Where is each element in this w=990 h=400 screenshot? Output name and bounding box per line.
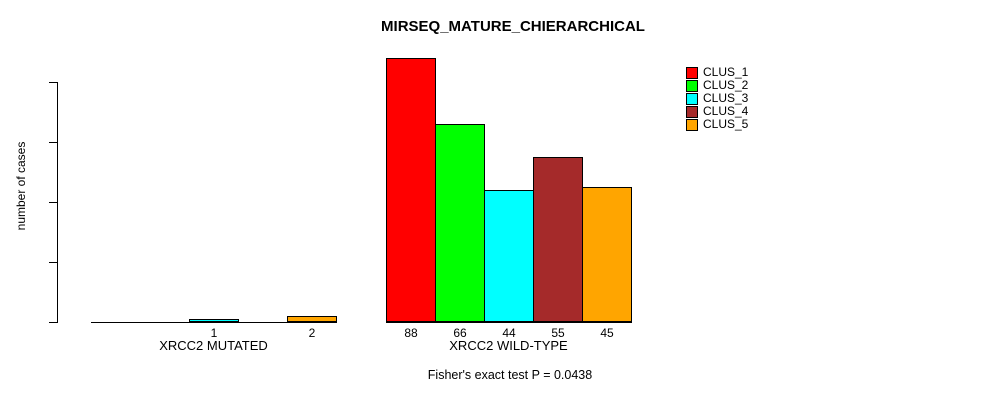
legend-swatch-clus_1: [686, 67, 698, 79]
legend-label: CLUS_2: [703, 78, 749, 92]
annotation-text: Fisher's exact test P = 0.0438: [427, 368, 593, 382]
x-axis-baseline: [386, 322, 632, 323]
legend-swatch-clus_3: [686, 93, 698, 105]
legend-swatch-clus_5: [686, 119, 698, 131]
y-tick-mark: [49, 262, 57, 263]
legend-swatch-clus_4: [686, 106, 698, 118]
y-tick-mark: [49, 322, 57, 323]
bar-clus_1: [386, 58, 436, 322]
legend-label: CLUS_3: [703, 91, 749, 105]
group-label: XRCC2 MUTATED: [159, 338, 268, 353]
legend-swatch-clus_2: [686, 80, 698, 92]
bar-value-label: 44: [502, 326, 516, 340]
bar-value-label: 66: [453, 326, 467, 340]
bar-value-label: 88: [404, 326, 418, 340]
bar-value-label: 2: [308, 326, 316, 340]
bar-value-label: 55: [551, 326, 565, 340]
group-label: XRCC2 WILD-TYPE: [449, 338, 568, 353]
bar-value-label: 45: [600, 326, 614, 340]
legend-label: CLUS_4: [703, 104, 749, 118]
y-tick-mark: [49, 142, 57, 143]
bar-clus_2: [435, 124, 485, 322]
legend-label: CLUS_5: [703, 117, 749, 131]
chart-title: MIRSEQ_MATURE_CHIERARCHICAL: [381, 18, 645, 35]
bar-clus_3: [484, 190, 534, 322]
bar-clus_4: [533, 157, 583, 322]
bar-value-label: 1: [210, 326, 218, 340]
bar-clus_5: [582, 187, 632, 322]
bar-clus_5: [287, 316, 337, 322]
y-axis-label: number of cases: [14, 141, 28, 231]
y-tick-mark: [49, 202, 57, 203]
legend-label: CLUS_1: [703, 65, 749, 79]
y-tick-mark: [49, 82, 57, 83]
bar-clus_3: [189, 319, 239, 322]
y-axis-line: [57, 82, 58, 323]
x-axis-baseline: [91, 322, 337, 323]
